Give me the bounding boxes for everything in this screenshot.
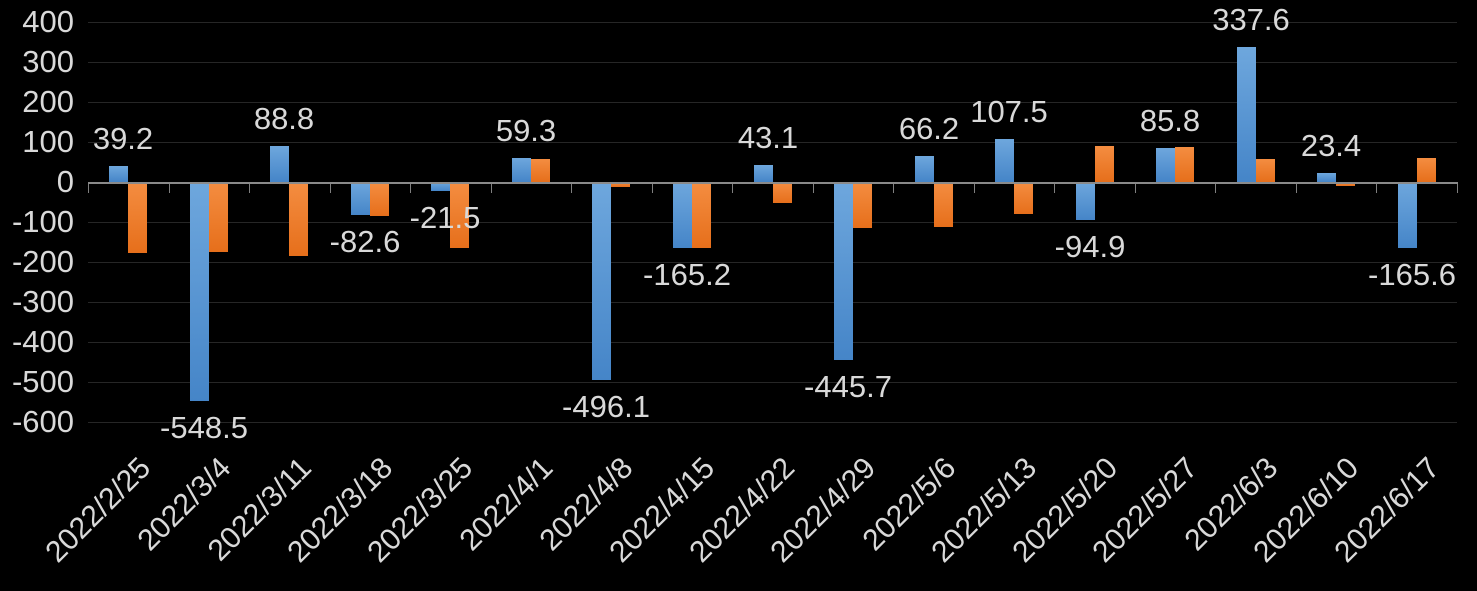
- y-axis-tick-label: 200: [22, 84, 74, 119]
- bar-orange-series-2022/6/3[interactable]: [1256, 159, 1275, 182]
- y-axis-tick-label: -400: [11, 324, 74, 359]
- gridline--200: [88, 262, 1457, 263]
- bar-blue-series-2022/6/10[interactable]: [1317, 173, 1336, 182]
- data-label-2022/2/25: 39.2: [92, 121, 154, 156]
- bar-blue-series-2022/3/25[interactable]: [431, 182, 450, 191]
- x-axis-tick: [249, 184, 250, 193]
- gridline--300: [88, 302, 1457, 303]
- bar-blue-series-2022/3/18[interactable]: [351, 182, 370, 215]
- bar-blue-series-2022/2/25[interactable]: [109, 166, 128, 182]
- bar-orange-series-2022/6/10[interactable]: [1336, 182, 1355, 186]
- x-axis-tick: [330, 184, 331, 193]
- y-axis-tick-label: 0: [56, 164, 74, 199]
- bar-orange-series-2022/3/4[interactable]: [209, 182, 228, 252]
- bar-orange-series-2022/4/15[interactable]: [692, 182, 711, 248]
- bar-blue-series-2022/3/4[interactable]: [190, 182, 209, 401]
- x-axis-tick: [571, 184, 572, 193]
- x-axis-tick: [1457, 184, 1458, 193]
- gridline-300: [88, 62, 1457, 63]
- bar-orange-series-2022/5/13[interactable]: [1014, 182, 1033, 214]
- gridline--100: [88, 222, 1457, 223]
- bar-blue-series-2022/5/13[interactable]: [995, 139, 1014, 182]
- data-label-2022/3/25: -21.5: [409, 200, 481, 235]
- y-axis-tick-label: -200: [11, 244, 74, 279]
- data-label-2022/3/18: -82.6: [329, 224, 401, 259]
- bar-orange-series-2022/4/22[interactable]: [773, 182, 792, 203]
- bar-blue-series-2022/6/3[interactable]: [1237, 47, 1256, 182]
- data-label-2022/4/22: 43.1: [737, 120, 799, 155]
- x-axis-tick: [974, 184, 975, 193]
- y-axis-tick-label: -300: [11, 284, 74, 319]
- y-axis-tick-label: 300: [22, 44, 74, 79]
- y-axis-tick-label: -100: [11, 204, 74, 239]
- x-axis-tick: [88, 184, 89, 193]
- gridline-100: [88, 142, 1457, 143]
- bar-orange-series-2022/4/1[interactable]: [531, 159, 550, 182]
- x-axis-tick: [1376, 184, 1377, 193]
- bar-orange-series-2022/3/11[interactable]: [289, 182, 308, 256]
- bar-blue-series-2022/4/22[interactable]: [754, 165, 773, 182]
- y-axis-tick-label: -600: [11, 404, 74, 439]
- data-label-2022/5/6: 66.2: [898, 111, 960, 146]
- data-label-2022/6/17: -165.6: [1368, 257, 1456, 292]
- data-label-2022/6/10: 23.4: [1300, 128, 1362, 163]
- x-axis-tick: [1054, 184, 1055, 193]
- gridline--400: [88, 342, 1457, 343]
- data-label-2022/4/8: -496.1: [562, 389, 650, 424]
- x-axis-tick: [893, 184, 894, 193]
- data-label-2022/4/1: 59.3: [495, 113, 557, 148]
- x-axis-line: [88, 182, 1458, 184]
- bar-blue-series-2022/3/11[interactable]: [270, 146, 289, 182]
- data-label-2022/3/11: 88.8: [253, 101, 315, 136]
- data-label-2022/4/29: -445.7: [804, 369, 892, 404]
- bar-orange-series-2022/4/29[interactable]: [853, 182, 872, 228]
- gridline-200: [88, 102, 1457, 103]
- gridline--600: [88, 422, 1457, 423]
- gridline--500: [88, 382, 1457, 383]
- bar-blue-series-2022/5/27[interactable]: [1156, 148, 1175, 182]
- data-label-2022/3/4: -548.5: [160, 410, 248, 445]
- bar-blue-series-2022/5/20[interactable]: [1076, 182, 1095, 220]
- data-label-2022/6/3: 337.6: [1212, 2, 1290, 37]
- gridline-400: [88, 22, 1457, 23]
- bar-orange-series-2022/4/8[interactable]: [611, 182, 630, 187]
- y-axis-tick-label: 400: [22, 4, 74, 39]
- bar-orange-series-2022/5/20[interactable]: [1095, 146, 1114, 182]
- bar-blue-series-2022/5/6[interactable]: [915, 156, 934, 182]
- bar-blue-series-2022/6/17[interactable]: [1398, 182, 1417, 248]
- data-label-2022/4/15: -165.2: [643, 257, 731, 292]
- bar-orange-series-2022/2/25[interactable]: [128, 182, 147, 253]
- bar-orange-series-2022/3/18[interactable]: [370, 182, 389, 216]
- bar-orange-series-2022/5/27[interactable]: [1175, 147, 1194, 182]
- bar-blue-series-2022/4/15[interactable]: [673, 182, 692, 248]
- x-axis-tick: [410, 184, 411, 193]
- x-axis-tick: [491, 184, 492, 193]
- data-label-2022/5/27: 85.8: [1139, 103, 1201, 138]
- x-axis-tick: [813, 184, 814, 193]
- x-axis-tick: [169, 184, 170, 193]
- bar-orange-series-2022/3/25[interactable]: [450, 182, 469, 248]
- bar-orange-series-2022/6/17[interactable]: [1417, 158, 1436, 182]
- y-axis-tick-label: 100: [22, 124, 74, 159]
- x-axis-tick: [1135, 184, 1136, 193]
- bar-blue-series-2022/4/8[interactable]: [592, 182, 611, 380]
- bar-blue-series-2022/4/1[interactable]: [512, 158, 531, 182]
- y-axis-tick-label: -500: [11, 364, 74, 399]
- x-axis-label-2022/2/25: 2022/2/25: [38, 451, 157, 570]
- x-axis-tick: [732, 184, 733, 193]
- bar-blue-series-2022/4/29[interactable]: [834, 182, 853, 360]
- data-label-2022/5/13: 107.5: [970, 94, 1048, 129]
- data-label-2022/5/20: -94.9: [1054, 229, 1126, 264]
- x-axis-tick: [1296, 184, 1297, 193]
- x-axis-tick: [652, 184, 653, 193]
- x-axis-tick: [1215, 184, 1216, 193]
- bar-orange-series-2022/5/6[interactable]: [934, 182, 953, 227]
